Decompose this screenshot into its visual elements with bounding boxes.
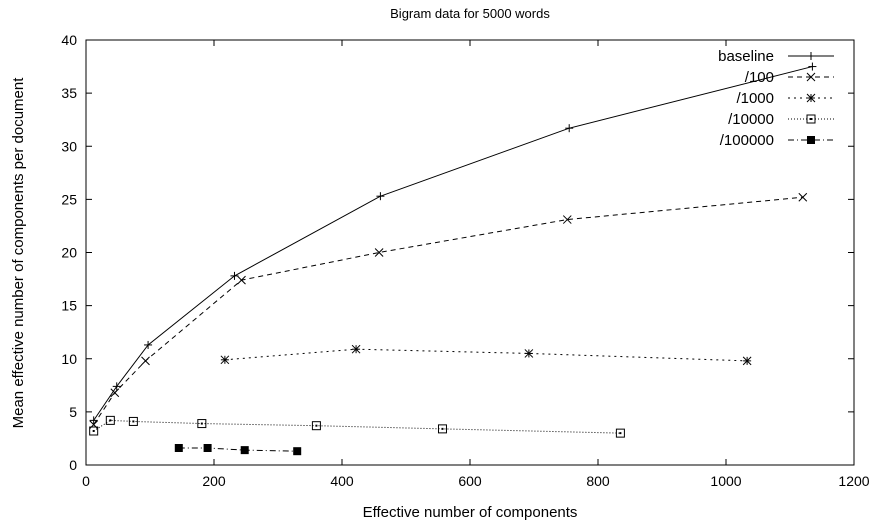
chart-title: Bigram data for 5000 words xyxy=(390,6,550,21)
series-line xyxy=(178,447,298,452)
data-point xyxy=(376,192,385,201)
series-0 xyxy=(89,62,817,425)
legend: baseline/100/1000/10000/100000 xyxy=(718,48,834,149)
series-line xyxy=(93,66,813,421)
data-point xyxy=(437,424,447,434)
data-point xyxy=(615,428,625,438)
x-tick-label: 200 xyxy=(202,473,226,489)
data-point xyxy=(174,444,183,452)
series-layer xyxy=(89,62,817,456)
data-point xyxy=(351,344,361,354)
data-point xyxy=(311,421,321,431)
legend-label: /100000 xyxy=(720,132,774,149)
data-point xyxy=(524,349,534,358)
series-2 xyxy=(220,344,752,366)
legend-marker xyxy=(806,93,816,103)
data-point xyxy=(144,340,153,349)
x-axis-label: Effective number of components xyxy=(363,504,578,521)
y-tick-label: 20 xyxy=(61,245,77,261)
y-tick-label: 15 xyxy=(61,298,77,314)
data-point xyxy=(293,447,302,456)
legend-label: baseline xyxy=(718,48,774,65)
legend-marker xyxy=(806,114,816,124)
data-point xyxy=(110,388,120,398)
data-point xyxy=(808,62,817,71)
y-tick-label: 0 xyxy=(69,457,77,473)
data-point xyxy=(112,382,121,391)
data-point xyxy=(562,215,572,224)
x-tick-label: 600 xyxy=(458,473,482,489)
x-tick-label: 800 xyxy=(586,473,610,489)
series-3 xyxy=(89,415,625,438)
y-tick-label: 30 xyxy=(61,138,77,154)
data-point xyxy=(105,415,115,425)
legend-label: /1000 xyxy=(736,90,774,107)
y-axis-label: Mean effective number of components per … xyxy=(10,77,27,429)
axis-ticks: 0 200 400 600 800 1000 1200 0 5 10 15 20 25 30 35 40 xyxy=(61,32,869,489)
x-tick-label: 1200 xyxy=(838,473,869,489)
data-point xyxy=(798,192,808,202)
data-point xyxy=(89,416,98,425)
data-point xyxy=(128,416,138,426)
data-point xyxy=(197,419,207,429)
data-point xyxy=(742,356,752,366)
series-line xyxy=(224,348,748,362)
data-point xyxy=(240,446,249,455)
y-tick-label: 5 xyxy=(69,404,77,420)
y-tick-label: 35 xyxy=(61,85,77,101)
legend-marker xyxy=(806,72,816,82)
x-tick-label: 1000 xyxy=(710,473,741,489)
y-tick-label: 10 xyxy=(61,351,77,367)
series-line xyxy=(93,196,803,425)
data-point xyxy=(203,444,212,452)
data-point xyxy=(141,356,150,366)
legend-marker xyxy=(807,52,815,60)
data-point xyxy=(230,271,239,280)
x-tick-label: 0 xyxy=(82,473,90,489)
legend-label: /10000 xyxy=(728,111,774,128)
series-1 xyxy=(89,192,808,429)
y-tick-label: 40 xyxy=(61,32,77,48)
legend-marker xyxy=(807,136,815,144)
legend-label: /100 xyxy=(745,69,774,86)
data-point xyxy=(237,275,246,285)
data-point xyxy=(220,355,230,365)
data-point xyxy=(89,426,99,436)
data-point xyxy=(374,248,384,257)
y-tick-label: 25 xyxy=(61,191,77,207)
series-4 xyxy=(174,444,302,456)
x-tick-label: 400 xyxy=(330,473,354,489)
data-point xyxy=(565,124,574,133)
series-line xyxy=(93,419,621,434)
